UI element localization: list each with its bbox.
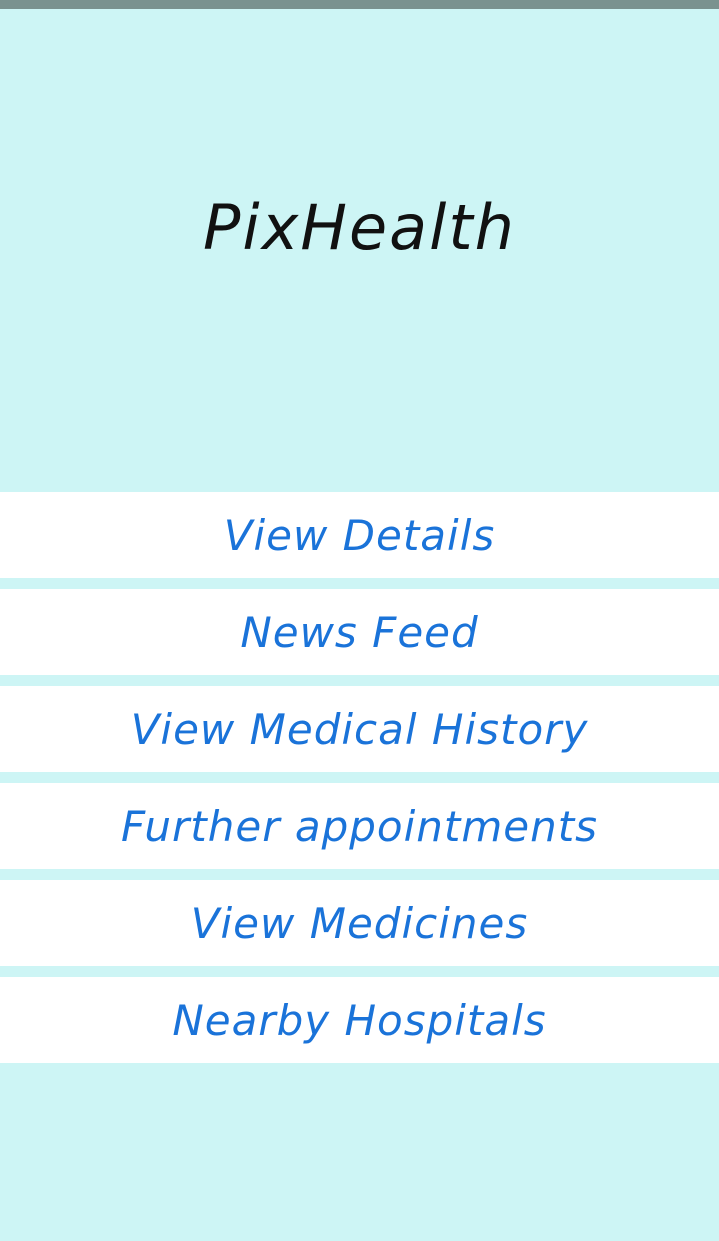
menu-item-label: Further appointments: [120, 802, 599, 851]
menu-item-label: View Details: [223, 511, 496, 560]
news-feed-button[interactable]: News Feed: [0, 589, 719, 675]
menu-item-label: News Feed: [240, 608, 479, 657]
status-bar: [0, 0, 719, 9]
nearby-hospitals-button[interactable]: Nearby Hospitals: [0, 977, 719, 1063]
main-menu: View Details News Feed View Medical Hist…: [0, 492, 719, 1074]
menu-item-label: View Medical History: [130, 705, 589, 754]
further-appointments-button[interactable]: Further appointments: [0, 783, 719, 869]
menu-item-label: View Medicines: [190, 899, 529, 948]
view-medicines-button[interactable]: View Medicines: [0, 880, 719, 966]
menu-item-label: Nearby Hospitals: [172, 996, 547, 1045]
view-medical-history-button[interactable]: View Medical History: [0, 686, 719, 772]
view-details-button[interactable]: View Details: [0, 492, 719, 578]
app-title: PixHealth: [203, 191, 516, 264]
